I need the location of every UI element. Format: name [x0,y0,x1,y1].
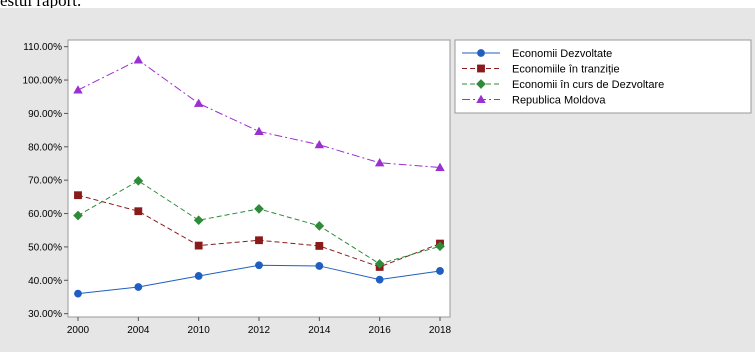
legend-swatch-marker [476,94,486,103]
page-heading-fragment: estui raport. [0,0,82,10]
data-point [315,242,324,250]
legend-box [454,39,752,114]
x-tick-label: 2016 [369,325,392,336]
chart-frame: 30.00% 40.00% 50.00% 60.00% 70.00% 80.00% 90.0… [0,8,755,352]
x-tick-label: 2000 [67,325,90,336]
data-point [194,272,203,280]
x-tick-label: 2010 [188,325,211,336]
legend-entry: Economiile în tranziție [462,64,620,76]
legend-entry: Republica Moldova [462,95,606,107]
y-tick-label: 110.00% [23,42,62,53]
data-point [255,261,263,270]
plot-area [67,39,451,318]
data-point [134,283,143,291]
y-tick-label: 50.00% [28,242,62,253]
legend-label: Economiile în tranziție [512,64,620,76]
data-point [255,236,263,245]
x-tick-label: 2012 [248,325,271,336]
data-point [254,204,264,214]
x-tick-label: 2014 [308,325,331,336]
y-tick-label: 70.00% [28,176,62,187]
data-point [254,126,264,135]
data-point [73,210,83,221]
legend-label: Economii Dezvoltate [512,48,612,60]
data-point [193,215,204,226]
data-point [133,55,144,64]
legend-entry: Economii în curs de Dezvoltare [462,79,664,91]
data-point [374,158,385,167]
x-tick-label: 2004 [127,325,150,336]
y-tick-label: 80.00% [28,142,62,153]
legend-swatch-marker [476,79,486,89]
data-point [133,176,144,186]
data-point [74,191,82,200]
data-point [314,139,325,149]
data-point [314,221,325,231]
y-tick-label: 40.00% [28,276,62,287]
data-point [435,162,445,171]
data-point [193,98,204,107]
legend-label: Economii în curs de Dezvoltare [512,79,664,91]
series-1 [74,261,444,298]
legend-swatch-marker [477,64,485,73]
line-chart: 30.00% 40.00% 50.00% 60.00% 70.00% 80.00% 90.0… [23,39,752,336]
series-4 [73,55,445,171]
legend-label: Republica Moldova [512,95,606,107]
y-tick-label: 60.00% [28,209,62,220]
data-point [73,85,83,94]
series-3 [73,176,445,269]
legend-entry: Economii Dezvoltate [462,48,612,60]
legend-swatch-marker [477,49,485,57]
y-tick-label: 90.00% [28,109,62,120]
data-point [375,275,384,284]
data-point [436,267,444,275]
data-point [74,289,82,298]
data-point [315,262,324,270]
y-tick-label: 30.00% [28,309,62,320]
x-tick-label: 2018 [429,325,452,336]
y-tick-label: 100.00% [23,76,63,87]
data-point [134,207,143,216]
data-point [194,241,203,250]
data-point [374,259,385,269]
data-point [435,241,445,252]
